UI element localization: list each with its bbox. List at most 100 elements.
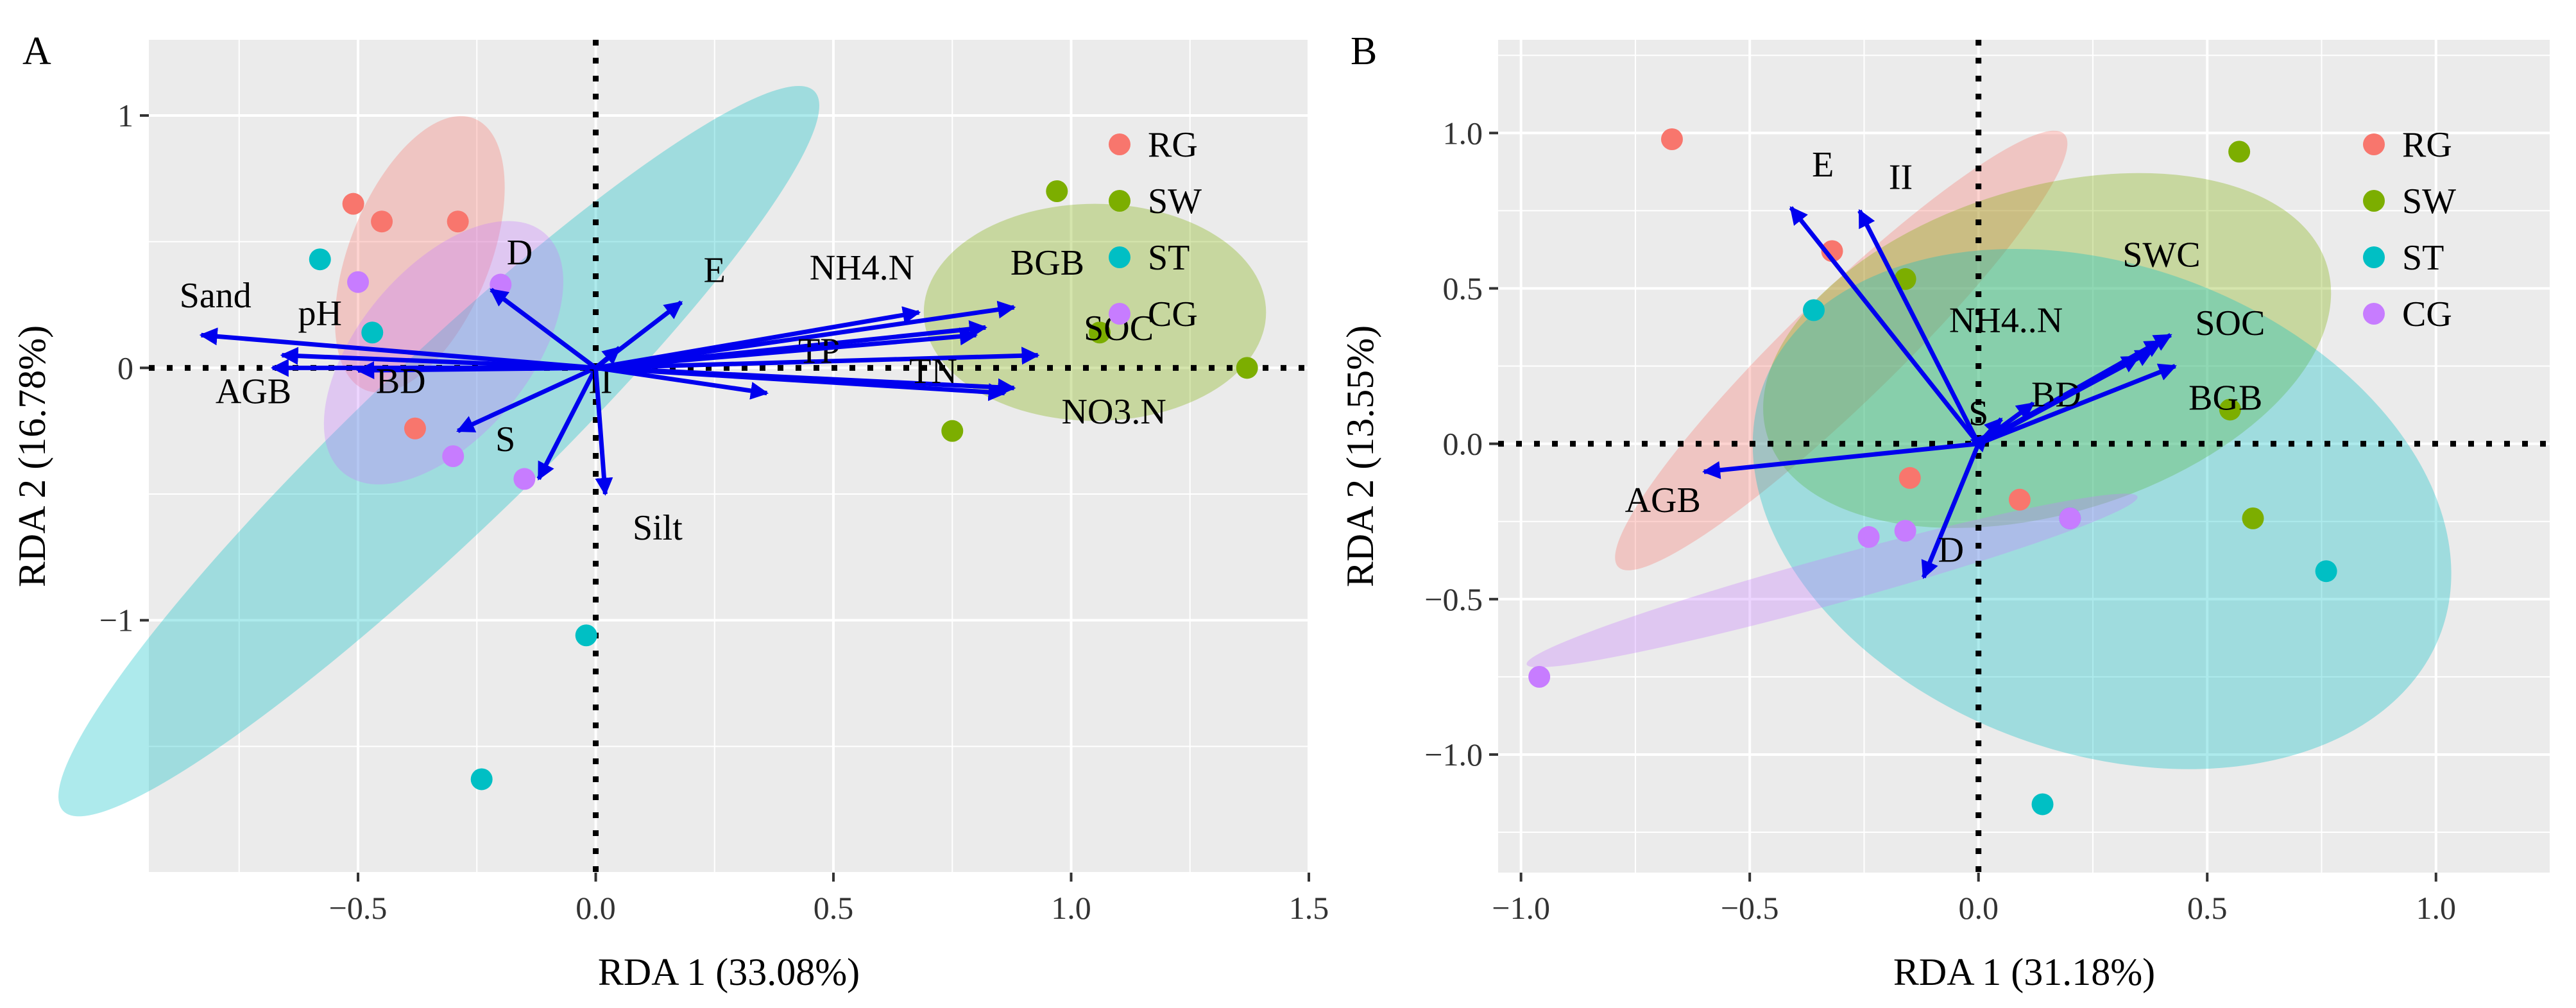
point-rg: [404, 417, 426, 440]
legend-label-sw: SW: [1148, 182, 1202, 221]
point-cg: [347, 271, 370, 293]
y-tick-label: 0: [117, 350, 133, 386]
point-rg: [1660, 128, 1683, 150]
ellipse-st: [58, 85, 819, 817]
y-tick-label: 1.0: [1443, 115, 1483, 151]
panel-a-points: [309, 180, 1258, 790]
point-st: [2315, 560, 2337, 583]
point-sw: [1894, 268, 1916, 290]
x-tick-label: 0.5: [814, 890, 854, 926]
panel-b-y-axis-title: RDA 2 (13.55%): [1339, 325, 1381, 587]
y-tick-label: −1: [99, 602, 133, 638]
arrow-label: S: [1968, 394, 1988, 434]
panel-label-a: A: [22, 30, 51, 73]
panel-a-x-axis-title: RDA 1 (33.08%): [598, 951, 860, 993]
arrow-label: Sand: [180, 276, 252, 316]
x-tick-label: 0.0: [1958, 890, 1999, 926]
legend-label-rg: RG: [1148, 125, 1198, 165]
legend-label-sw: SW: [2402, 182, 2456, 221]
arrow-label: BGB: [1011, 243, 1084, 283]
ellipse-sw: [923, 203, 1267, 421]
y-tick-label: −0.5: [1424, 581, 1483, 617]
arrow-label: BGB: [2188, 378, 2262, 418]
point-sw: [1088, 321, 1111, 344]
point-st: [2031, 793, 2054, 816]
arrow-label: D: [507, 233, 533, 273]
arrow-label: S: [495, 420, 515, 459]
x-tick-label: 0.0: [576, 890, 616, 926]
ellipse-cg: [1526, 493, 2138, 668]
arrow-d: [1921, 443, 1981, 579]
legend-label-rg: RG: [2402, 125, 2452, 165]
x-tick-label: −0.5: [329, 890, 388, 926]
arrow-s: [456, 366, 597, 433]
legend-label-cg: CG: [2402, 295, 2452, 334]
panel-b-legend: RG SW ST CG: [2363, 125, 2456, 334]
legend-label-st: ST: [1148, 238, 1190, 278]
legend-label-st: ST: [2402, 238, 2444, 278]
point-rg: [371, 210, 393, 233]
legend-swatch-rg: [1109, 133, 1130, 155]
arrow-label: BD: [376, 362, 426, 402]
panel-b-x-axis-title: RDA 1 (31.18%): [1893, 951, 2155, 993]
point-rg: [1821, 240, 1843, 262]
y-tick-label: 0.0: [1443, 426, 1483, 462]
point-st: [575, 624, 597, 647]
arrow-unlabeled: [594, 346, 621, 370]
arrow-no3n: [595, 365, 1007, 402]
legend-swatch-cg: [2363, 303, 2385, 325]
point-cg: [1857, 525, 1880, 548]
point-st: [361, 321, 384, 344]
panel-b-points: [1528, 128, 2337, 816]
legend-swatch-sw: [2363, 190, 2385, 212]
y-tick-label: −1.0: [1424, 737, 1483, 773]
point-sw: [2242, 507, 2264, 529]
panel-b-y-ticks: −1.0 −0.5 0.0 0.5 1.0: [1424, 115, 1498, 773]
x-tick-label: −0.5: [1721, 890, 1779, 926]
arrow-bgb: [595, 300, 1016, 370]
arrow-label: SWC: [2122, 235, 2200, 275]
arrow-sand: [199, 327, 596, 370]
panel-a-x-ticks: −0.5 0.0 0.5 1.0 1.5: [329, 873, 1329, 926]
arrow-label: TN: [909, 352, 957, 391]
arrow-label: AGB: [1625, 481, 1701, 520]
point-st: [470, 768, 493, 790]
arrow-label: SOC: [2195, 303, 2265, 343]
legend-swatch-st: [1109, 246, 1130, 268]
point-sw: [2228, 141, 2251, 163]
arrow-unlabeled: [1977, 354, 2140, 446]
point-rg: [1898, 466, 1921, 489]
arrow-label: Silt: [633, 508, 683, 548]
arrow-ii: [536, 366, 598, 481]
point-cg: [1528, 665, 1551, 688]
arrow-ii: [1857, 209, 1981, 445]
panel-a-y-ticks: −1 0 1: [99, 98, 149, 638]
point-sw: [2219, 398, 2241, 421]
arrow-unlabeled: [595, 365, 769, 400]
point-rg: [2008, 488, 2031, 511]
legend-label-cg: CG: [1148, 295, 1198, 334]
point-st: [309, 248, 331, 271]
x-tick-label: 1.5: [1289, 890, 1329, 926]
point-cg: [442, 445, 465, 467]
x-tick-label: 1.0: [1051, 890, 1091, 926]
panel-a-zero-lines: [149, 40, 1309, 873]
arrow-label: pH: [298, 293, 342, 333]
ellipse-sw: [1763, 173, 2332, 528]
arrow-bd: [356, 361, 596, 379]
y-tick-label: 1: [117, 98, 133, 133]
ellipse-rg: [1615, 130, 2068, 570]
panel-b-background: [1498, 40, 2550, 873]
point-cg: [1894, 520, 1916, 542]
arrow-label: AGB: [216, 372, 291, 411]
arrow-label: E: [704, 251, 726, 291]
x-tick-label: 1.0: [2416, 890, 2456, 926]
x-tick-label: −1.0: [1492, 890, 1550, 926]
arrow-soc: [595, 346, 1040, 370]
arrow-d: [490, 287, 597, 370]
arrow-label: II: [1889, 157, 1913, 197]
